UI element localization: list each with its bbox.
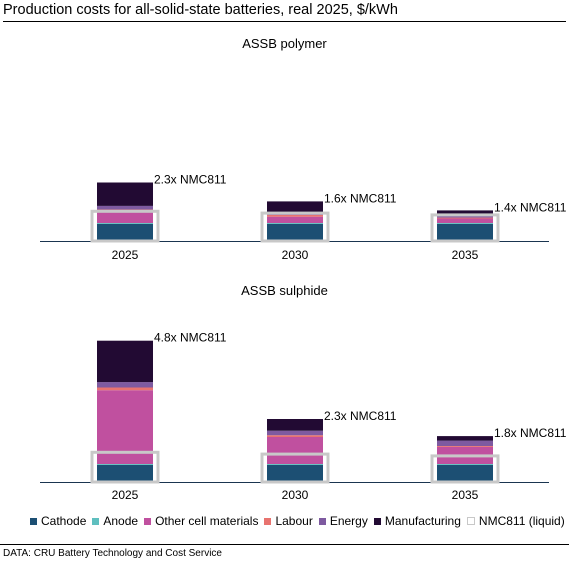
- chart-title: Production costs for all-solid-state bat…: [3, 2, 566, 22]
- bar-assb-polymer-2035-anode: [437, 223, 493, 224]
- annotation-assb-polymer-2030: 1.6x NMC811: [324, 191, 397, 205]
- bar-assb-polymer-2035-other-cell-materials: [437, 218, 493, 223]
- bar-assb-sulphide-2025-labour: [97, 387, 153, 391]
- annotation-assb-polymer-2025: 2.3x NMC811: [154, 173, 227, 187]
- legend-item-manufacturing: Manufacturing: [373, 514, 461, 528]
- footer-divider: [0, 544, 569, 545]
- legend-item-other-cell-materials: Other cell materials: [144, 514, 258, 528]
- x-tick-assb-polymer-2030: 2030: [282, 248, 309, 262]
- bar-assb-sulphide-2035-cathode: [437, 464, 493, 482]
- legend-swatch-other-cell-materials: [144, 517, 152, 525]
- bar-assb-sulphide-2025-manufacturing: [97, 340, 153, 383]
- reference-nmc811-assb-polymer-2035: [430, 213, 500, 243]
- reference-nmc811-assb-sulphide-2035: [430, 454, 500, 484]
- x-tick-assb-polymer-2025: 2025: [112, 248, 139, 262]
- bar-assb-polymer-2025-other-cell-materials: [97, 212, 153, 223]
- reference-nmc811-assb-sulphide-2030: [260, 452, 330, 484]
- legend-swatch-nmc811-liquid: [466, 517, 475, 525]
- legend-swatch-energy: [318, 517, 326, 525]
- bar-assb-polymer-2030-cathode: [267, 223, 323, 241]
- panel-title-sulphide: ASSB sulphide: [241, 283, 328, 298]
- source-note: DATA: CRU Battery Technology and Cost Se…: [3, 548, 222, 559]
- bar-assb-polymer-2035-manufacturing: [437, 210, 493, 215]
- bar-assb-sulphide-2030-manufacturing: [267, 419, 323, 431]
- bar-assb-polymer-2025-manufacturing: [97, 182, 153, 206]
- bar-assb-polymer-2030-anode: [267, 223, 323, 224]
- bar-assb-sulphide-2030-other-cell-materials: [267, 437, 323, 464]
- legend-label-energy: Energy: [329, 514, 368, 528]
- bar-assb-polymer-2030-other-cell-materials: [267, 216, 323, 223]
- legend-label-cathode: Cathode: [41, 514, 87, 528]
- bar-assb-sulphide-2030-anode: [267, 464, 323, 465]
- legend-item-anode: Anode: [92, 514, 138, 528]
- bar-assb-polymer-2025-anode: [97, 223, 153, 224]
- bar-assb-polymer-2030-manufacturing: [267, 201, 323, 213]
- x-tick-assb-sulphide-2035: 2035: [452, 488, 479, 502]
- bar-assb-polymer-2025-cathode: [97, 223, 153, 241]
- legend-item-labour: Labour: [264, 514, 313, 528]
- bar-assb-polymer-2030-labour: [267, 214, 323, 217]
- panel-title-polymer: ASSB polymer: [242, 36, 327, 51]
- reference-nmc811-assb-polymer-2025: [90, 209, 160, 243]
- bar-assb-sulphide-2030-cathode: [267, 464, 323, 482]
- bar-assb-polymer-2035-labour: [437, 217, 493, 219]
- legend-label-labour: Labour: [275, 514, 313, 528]
- legend-label-nmc811-liquid: NMC811 (liquid): [478, 514, 565, 528]
- bar-assb-sulphide-2035-energy: [437, 440, 493, 446]
- bar-assb-sulphide-2025-anode: [97, 464, 153, 465]
- x-tick-assb-sulphide-2030: 2030: [282, 488, 309, 502]
- bar-assb-sulphide-2035-manufacturing: [437, 436, 493, 441]
- legend-swatch-anode: [92, 517, 100, 525]
- legend-item-cathode: Cathode: [30, 514, 86, 528]
- bar-assb-sulphide-2025-cathode: [97, 464, 153, 482]
- legend-item-nmc811-liquid: NMC811 (liquid): [466, 514, 565, 528]
- bar-assb-sulphide-2035-anode: [437, 464, 493, 465]
- bar-assb-polymer-2035-cathode: [437, 223, 493, 241]
- legend-swatch-manufacturing: [373, 517, 381, 525]
- reference-nmc811-assb-sulphide-2025: [90, 450, 160, 484]
- legend-label-other-cell-materials: Other cell materials: [155, 514, 259, 528]
- bar-assb-sulphide-2035-labour: [437, 446, 493, 447]
- annotation-assb-polymer-2035: 1.4x NMC811: [494, 200, 567, 214]
- legend-label-anode: Anode: [103, 514, 139, 528]
- legend-swatch-cathode: [30, 517, 37, 525]
- x-tick-assb-polymer-2035: 2035: [452, 248, 479, 262]
- bar-assb-sulphide-2030-energy: [267, 430, 323, 436]
- legend-item-energy: Energy: [318, 514, 368, 528]
- annotation-assb-sulphide-2025: 4.8x NMC811: [154, 331, 227, 345]
- bar-assb-sulphide-2025-energy: [97, 382, 153, 388]
- legend: Cathode Anode Other cell materials Labou…: [30, 514, 569, 528]
- legend-swatch-labour: [264, 517, 272, 525]
- legend-label-manufacturing: Manufacturing: [384, 514, 461, 528]
- stacked-bar-charts: 2.3x NMC811 2025 1.6x NMC811 2030 1.4x NMC81…: [40, 173, 567, 502]
- bar-assb-sulphide-2030-labour: [267, 435, 323, 437]
- reference-nmc811-assb-polymer-2030: [260, 211, 330, 243]
- x-tick-assb-sulphide-2025: 2025: [112, 488, 139, 502]
- annotation-assb-sulphide-2030: 2.3x NMC811: [324, 409, 397, 423]
- annotation-assb-sulphide-2035: 1.8x NMC811: [494, 426, 567, 440]
- bar-assb-polymer-2025-energy: [97, 205, 153, 210]
